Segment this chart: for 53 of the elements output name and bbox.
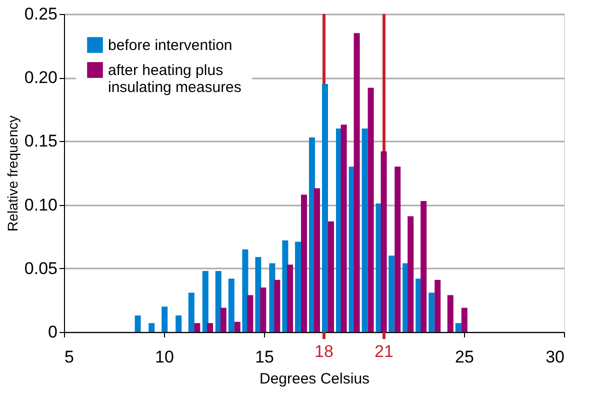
bar <box>176 315 182 332</box>
bar <box>301 194 307 332</box>
y-tick-label: 0.20 <box>24 68 58 88</box>
bar <box>202 270 208 332</box>
y-tick-label: 0 <box>48 322 58 342</box>
bar <box>434 280 441 332</box>
bar <box>447 295 454 332</box>
y-tick-label: 0.25 <box>24 4 58 24</box>
bar <box>287 264 293 332</box>
y-axis-title: Relative frequency <box>4 116 20 232</box>
bar <box>260 287 266 332</box>
bar <box>220 308 226 332</box>
bar <box>388 256 395 332</box>
bar <box>394 166 401 332</box>
bar <box>314 188 320 332</box>
bar <box>247 295 254 332</box>
x-tick-label: 25 <box>455 348 474 366</box>
y-tick-label: 0.15 <box>24 132 58 151</box>
bar <box>274 280 280 332</box>
bar <box>134 315 141 332</box>
ref-line-label: 21 <box>374 342 394 361</box>
legend-label: after heating plus insulating measures <box>108 62 242 96</box>
bar <box>420 200 427 332</box>
bar <box>242 249 248 332</box>
x-tick-label: 30 <box>546 348 564 366</box>
bar <box>408 216 414 332</box>
bar <box>362 128 368 332</box>
bar <box>428 292 435 332</box>
x-axis-title: Degrees Celsius <box>259 370 370 388</box>
x-tick-label: 15 <box>255 348 274 366</box>
bar <box>455 323 462 332</box>
bar <box>234 322 240 332</box>
bar <box>461 308 468 332</box>
bar <box>228 278 234 332</box>
bar <box>162 306 168 332</box>
bar <box>188 292 194 332</box>
bar <box>380 151 387 332</box>
bar <box>148 323 155 332</box>
ref-line-label: 18 <box>314 342 334 361</box>
bar <box>328 221 334 332</box>
legend-label: before intervention <box>108 37 232 54</box>
bar <box>354 33 360 332</box>
bar <box>340 124 347 332</box>
x-tick-label: 10 <box>155 348 174 366</box>
bar <box>194 323 200 332</box>
bar <box>207 323 213 332</box>
y-tick-label: 0.10 <box>24 195 58 214</box>
bar <box>322 84 328 332</box>
x-tick-label: 5 <box>64 348 74 366</box>
y-tick-label: 0.05 <box>24 258 58 278</box>
bar <box>215 270 222 332</box>
bar <box>295 242 301 332</box>
bar <box>368 88 374 332</box>
